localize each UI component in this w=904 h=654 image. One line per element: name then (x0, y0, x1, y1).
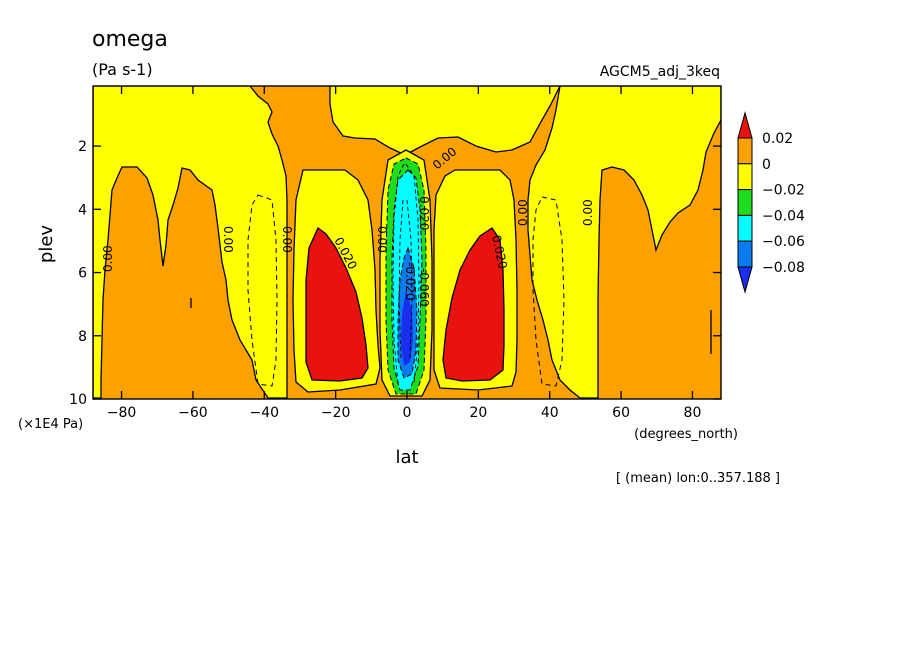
colorbar-label: 0 (762, 157, 771, 173)
contour-label-zero-south-1: 0.00 (221, 226, 235, 253)
y-axis-label: plev (36, 225, 57, 264)
chart-subtitle: [ (mean) lon:0..357.188 ] (616, 471, 780, 486)
contour-label-pos-equator: 0.020 (417, 196, 431, 230)
x-tick-label: −40 (249, 405, 279, 421)
x-tick-label: 40 (541, 405, 559, 421)
contour-label-zero-south-2: 0.00 (280, 226, 294, 253)
x-axis-unit: (degrees_north) (634, 427, 738, 442)
y-axis: 2 4 6 8 10 (69, 139, 721, 408)
x-tick-label: 0 (403, 405, 412, 421)
contour-label-zero-north-2: 0.00 (581, 199, 595, 226)
colorbar-swatch (737, 163, 753, 191)
colorbar: 0.02 0 −0.02 −0.04 −0.06 −0.08 (737, 111, 805, 294)
colorbar-label: −0.08 (762, 260, 805, 276)
dashed-negative-contours (247, 194, 565, 387)
colorbar-swatch (737, 137, 753, 165)
x-axis: −80 −60 −40 −20 0 20 40 60 80 (107, 86, 702, 421)
y-tick-label: 8 (78, 329, 87, 345)
contour-label-neg-equator: -0.020 (403, 262, 417, 301)
chart-title: omega (92, 27, 168, 52)
field-yellow-top-center (329, 86, 561, 156)
contour-label-zero-north-1: 0.00 (516, 199, 530, 226)
contour-label-zero-far-south: 0.00 (101, 245, 115, 272)
x-tick-label: −60 (178, 405, 208, 421)
colorbar-swatch (737, 266, 753, 294)
y-tick-label: 2 (78, 139, 87, 155)
x-tick-label: 60 (612, 405, 630, 421)
colorbar-label: 0.02 (762, 131, 793, 147)
x-axis-label: lat (395, 447, 418, 468)
x-tick-label: 80 (684, 405, 702, 421)
field-red-core-south (305, 226, 369, 382)
experiment-label: AGCM5_adj_3keq (600, 64, 720, 80)
colorbar-label: −0.06 (762, 234, 805, 250)
field-yellow-upper-left (93, 86, 288, 399)
x-tick-label: 20 (469, 405, 487, 421)
field-red-core-north (442, 227, 505, 382)
y-tick-label: 6 (78, 266, 87, 282)
colorbar-label: −0.04 (762, 208, 805, 224)
plot-area: 0.00 0.00 0.00 0.00 0.00 0.00 0.00 0.020… (93, 86, 721, 399)
y-tick-label: 4 (78, 202, 87, 218)
colorbar-swatch (737, 240, 753, 268)
contour-label-pos-north: 0.020 (489, 234, 510, 271)
y-tick-label: 10 (69, 392, 87, 408)
contour-label-neg-equator-deep: -0.060 (417, 268, 431, 307)
equatorial-dashed-contours (392, 163, 420, 385)
colorbar-label: −0.02 (762, 183, 805, 199)
colorbar-swatch (737, 189, 753, 216)
x-tick-label: −20 (321, 405, 351, 421)
y-axis-unit: (×1E4 Pa) (18, 417, 83, 432)
x-tick-label: −80 (107, 405, 137, 421)
colorbar-swatch (737, 111, 753, 139)
colorbar-swatch (737, 214, 753, 242)
chart-units: (Pa s-1) (92, 60, 153, 79)
field-yellow-upper-right (527, 86, 721, 399)
contour-label-zero-south-3: 0.00 (375, 226, 389, 253)
